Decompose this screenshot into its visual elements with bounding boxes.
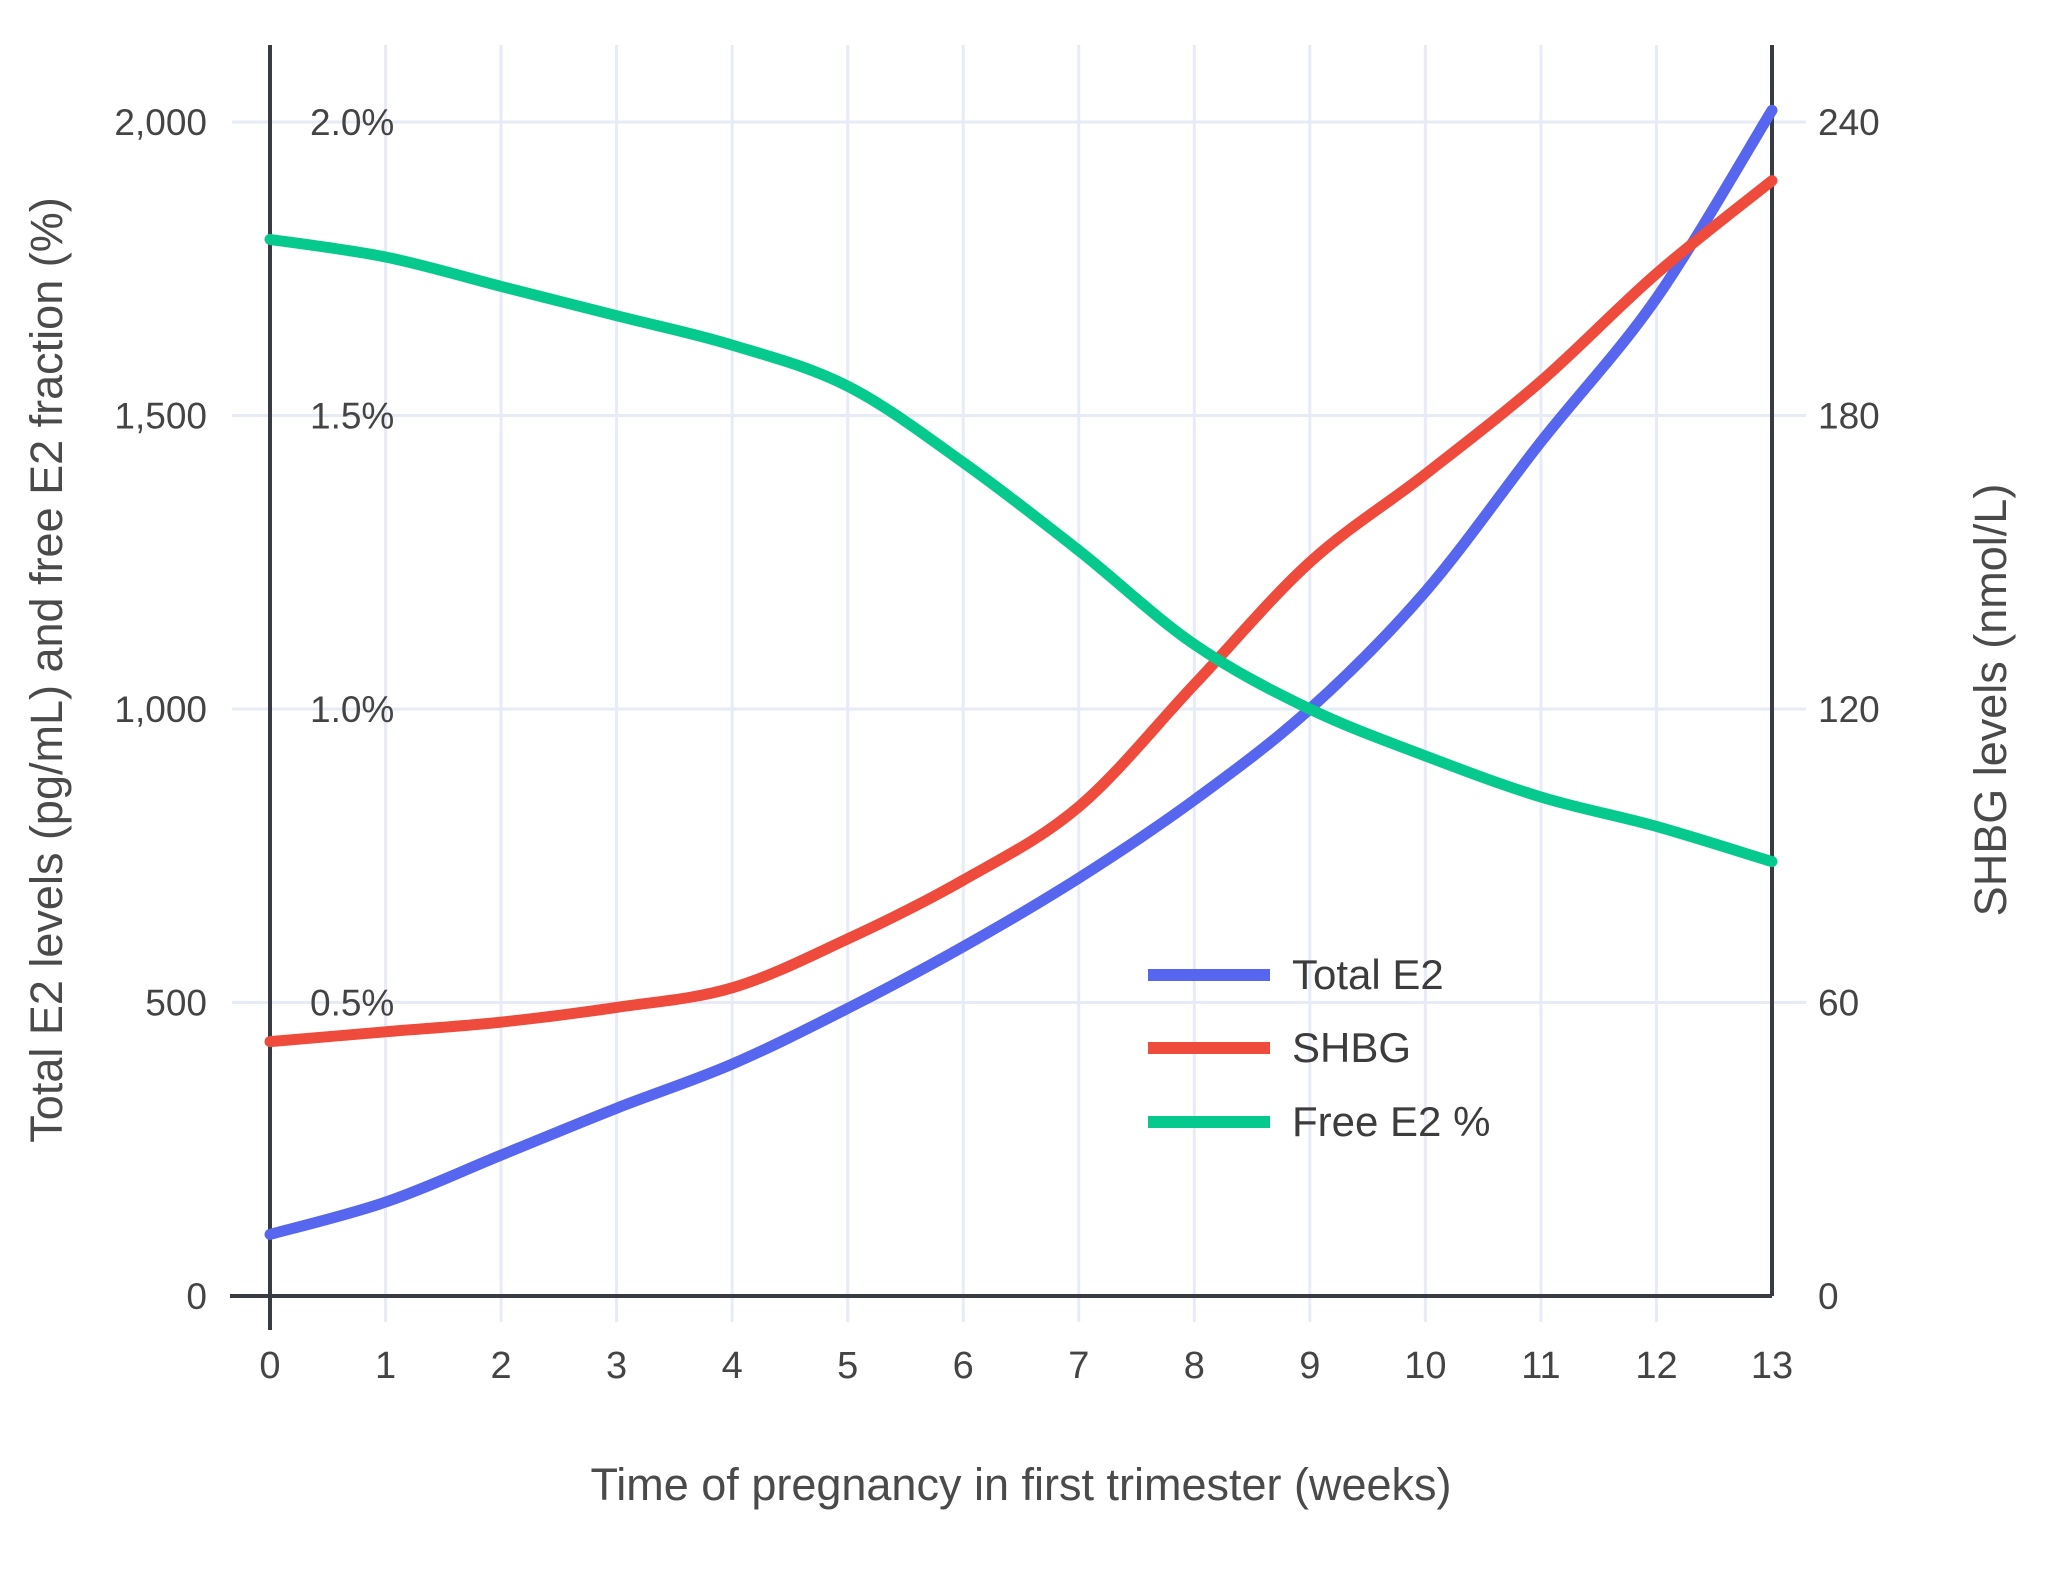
left-axis-tick-label: 1,000 — [114, 689, 207, 730]
x-axis-tick-label: 13 — [1751, 1345, 1793, 1387]
right-axis-tick-label: 120 — [1818, 689, 1880, 730]
free-e2-percent-label: 1.0% — [310, 689, 394, 730]
left-axis-tick-label: 2,000 — [114, 102, 207, 143]
left-axis-title: Total E2 levels (pg/mL) and free E2 frac… — [21, 197, 72, 1142]
x-axis-tick-label: 4 — [722, 1345, 743, 1387]
x-axis-tick-label: 2 — [491, 1345, 512, 1387]
data-curves — [264, 104, 1778, 1240]
axis-lines — [230, 45, 1774, 1330]
right-axis-tick-label: 0 — [1818, 1276, 1839, 1317]
left-axis-tick-label: 500 — [145, 983, 207, 1024]
left-axis-tick-label: 1,500 — [114, 396, 207, 437]
x-axis-tick-label: 11 — [1521, 1345, 1560, 1387]
x-axis-title: Time of pregnancy in first trimester (we… — [590, 1459, 1451, 1510]
x-axis-tick-label: 6 — [953, 1345, 974, 1387]
free-e2-percent-label: 2.0% — [310, 102, 394, 143]
x-axis-tick-label: 5 — [837, 1345, 858, 1387]
x-axis-tick-label: 10 — [1404, 1345, 1446, 1387]
x-axis-tick-label: 12 — [1635, 1345, 1677, 1387]
right-axis-tick-label: 180 — [1818, 396, 1880, 437]
free-e2-percent-label: 0.5% — [310, 983, 394, 1024]
free-e2-percent-label: 1.5% — [310, 396, 394, 437]
x-axis-tick-label: 9 — [1299, 1345, 1320, 1387]
series-line-shbg — [264, 175, 1778, 1048]
right-axis-tick-label: 240 — [1818, 102, 1880, 143]
x-axis-tick-label: 8 — [1184, 1345, 1205, 1387]
right-axis-tick-label: 60 — [1818, 983, 1859, 1024]
series-line-total-e2 — [264, 104, 1778, 1240]
right-axis-title: SHBG levels (nmol/L) — [1965, 484, 2016, 917]
x-axis-tick-label: 3 — [606, 1345, 627, 1387]
series-line-free-e2- — [264, 233, 1778, 868]
axis-titles: Time of pregnancy in first trimester (we… — [21, 197, 2016, 1510]
percent-annotations: 2.0% 1.5% 1.0% 0.5% — [310, 102, 394, 1024]
legend-label-1: Total E2 — [1292, 951, 1444, 998]
left-axis-tick-label: 0 — [186, 1276, 207, 1317]
legend-label-3: Free E2 % — [1292, 1098, 1490, 1145]
x-axis-tick-label: 1 — [375, 1345, 396, 1387]
legend-label-2: SHBG — [1292, 1024, 1411, 1071]
gridlines — [232, 45, 1806, 1322]
x-axis-tick-label: 0 — [259, 1345, 280, 1387]
x-axis-tick-label: 7 — [1068, 1345, 1089, 1387]
legend: Total E2 SHBG Free E2 % — [1148, 951, 1490, 1145]
